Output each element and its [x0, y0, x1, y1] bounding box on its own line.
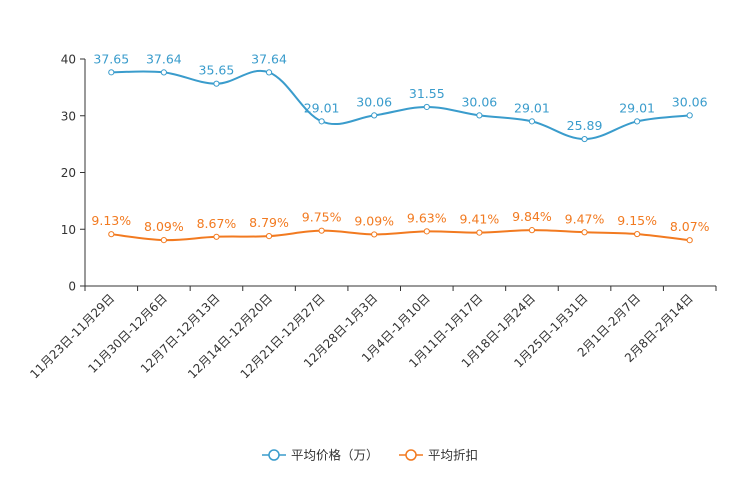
data-point: [476, 229, 483, 236]
data-label: 9.63%: [407, 210, 447, 225]
data-label: 8.07%: [670, 219, 710, 234]
legend-item-0[interactable]: 平均价格（万）: [262, 448, 379, 463]
data-label: 37.64: [146, 51, 182, 66]
series-1: 9.13% 8.09% 8.67% 8.79% 9.75% 9.09% 9.63% 9.41%…: [91, 209, 710, 244]
data-label: 8.09%: [144, 219, 184, 234]
data-label: 30.06: [461, 94, 497, 109]
data-label: 8.79%: [249, 215, 289, 230]
data-label: 9.41%: [460, 212, 500, 227]
legend-marker: [268, 449, 280, 461]
data-point: [160, 236, 167, 244]
y-tick-label: 30: [61, 109, 76, 123]
legend-label: 平均价格（万）: [291, 448, 379, 463]
data-label: 29.01: [619, 100, 655, 115]
series-line: [111, 229, 690, 242]
y-tick-label: 40: [61, 53, 76, 67]
legend[interactable]: 平均价格（万） 平均折扣: [262, 448, 478, 463]
data-point: [371, 112, 378, 119]
data-label: 9.09%: [354, 213, 394, 228]
data-point: [686, 112, 693, 119]
legend-marker: [405, 449, 417, 461]
data-label: 29.01: [304, 100, 340, 115]
data-label: 35.65: [199, 63, 235, 78]
x-tick-label: 11月23日-11月29日: [27, 291, 117, 381]
data-point: [108, 69, 115, 76]
data-point: [160, 69, 167, 76]
data-point: [528, 118, 536, 125]
data-label: 9.13%: [91, 213, 131, 228]
data-label: 9.47%: [565, 211, 605, 226]
data-point: [686, 237, 693, 244]
data-label: 37.64: [251, 51, 287, 66]
series-layer: 37.65 37.64 35.65 37.64 29.01 30.06 31.55 30.06…: [91, 51, 710, 244]
data-label: 31.55: [409, 86, 445, 101]
legend-label: 平均折扣: [428, 448, 478, 463]
data-point: [634, 118, 641, 125]
data-label: 29.01: [514, 100, 550, 115]
data-point: [476, 112, 483, 119]
data-label: 8.67%: [197, 216, 237, 231]
data-label: 30.06: [356, 94, 392, 109]
data-point: [581, 229, 588, 236]
data-point: [528, 227, 536, 234]
y-tick-label: 20: [61, 166, 76, 180]
data-point: [318, 118, 325, 125]
series-0: 37.65 37.64 35.65 37.64 29.01 30.06 31.55 30.06…: [93, 51, 708, 143]
data-point: [213, 80, 220, 87]
series-line: [111, 69, 690, 141]
data-point: [371, 231, 378, 238]
data-point: [423, 103, 430, 111]
data-point: [265, 69, 273, 76]
data-label: 9.75%: [302, 210, 342, 225]
y-tick-label: 0: [68, 280, 76, 294]
data-label: 30.06: [672, 94, 708, 109]
data-point: [423, 228, 430, 235]
data-point: [265, 233, 273, 240]
data-label: 25.89: [567, 118, 603, 133]
data-point: [213, 233, 220, 240]
data-label: 9.84%: [512, 209, 552, 224]
data-point: [318, 227, 325, 234]
data-label: 9.15%: [617, 213, 657, 228]
data-label: 37.65: [93, 51, 129, 66]
y-tick-label: 10: [61, 223, 76, 237]
data-point: [581, 135, 588, 143]
data-point: [108, 231, 115, 238]
legend-item-1[interactable]: 平均折扣: [399, 448, 478, 463]
data-point: [634, 230, 641, 238]
